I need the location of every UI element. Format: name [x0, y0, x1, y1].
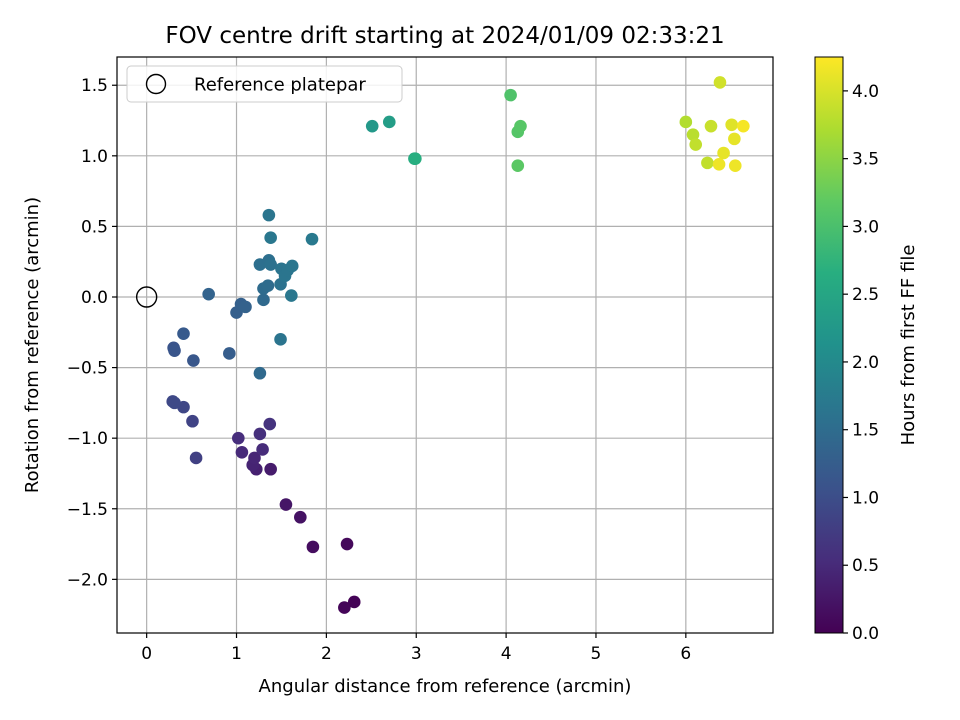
colorbar-tick-label: 2.0	[852, 353, 879, 373]
colorbar: 0.0 0.5 1.0 1.5 2.0 2.5 3.0 3.5 4.0 Hours from f…	[814, 56, 919, 644]
data-point	[712, 157, 726, 171]
colorbar-tick-label: 0.0	[852, 624, 879, 644]
data-point	[306, 540, 320, 554]
x-tick-label: 0	[141, 644, 152, 664]
data-point	[409, 152, 422, 165]
colorbar-label: Hours from first FF file	[898, 245, 919, 446]
data-point	[177, 327, 190, 341]
data-point	[305, 232, 319, 246]
data-point	[187, 354, 200, 367]
data-point	[340, 537, 354, 551]
legend-box	[126, 65, 403, 103]
reference-platepar-marker	[135, 286, 158, 308]
data-point	[168, 344, 181, 357]
legend: Reference platepar	[126, 65, 403, 103]
colorbar-tick-label: 3.0	[852, 217, 879, 237]
colorbar-tick-label: 1.5	[852, 421, 879, 441]
chart-title: FOV centre drift starting at 2024/01/09 …	[165, 23, 724, 49]
data-point	[347, 595, 361, 609]
data-point	[294, 510, 307, 524]
x-tick-label: 6	[680, 644, 691, 664]
data-point	[717, 146, 730, 160]
data-point	[285, 259, 299, 273]
y-tick-label: 0.5	[81, 217, 108, 237]
data-point	[285, 289, 298, 302]
data-point	[365, 119, 379, 133]
data-point	[264, 231, 277, 245]
legend-entry-label: Reference platepar	[194, 75, 366, 96]
data-point	[725, 118, 738, 132]
data-point	[261, 279, 275, 293]
data-point	[186, 414, 199, 428]
data-point	[253, 427, 267, 441]
data-point	[262, 208, 276, 222]
plot-area-frame	[116, 56, 774, 634]
data-point	[514, 119, 527, 133]
data-point	[713, 76, 727, 89]
data-point	[338, 601, 351, 614]
data-point	[256, 443, 269, 456]
data-point	[274, 333, 287, 346]
y-tick-label: −2.0	[67, 570, 108, 590]
data-point	[223, 347, 236, 360]
colorbar-tick-label: 0.5	[852, 556, 879, 576]
data-point	[728, 132, 741, 146]
data-point	[264, 258, 277, 271]
data-points	[166, 76, 750, 614]
data-point	[168, 396, 181, 410]
data-point	[382, 115, 396, 129]
data-point	[253, 366, 267, 380]
data-point	[239, 300, 252, 314]
y-tick-label: 1.0	[81, 147, 108, 167]
data-point	[235, 445, 249, 459]
data-point	[737, 119, 750, 133]
data-point	[679, 115, 693, 129]
data-point	[279, 498, 293, 511]
reference-marker-layer	[135, 286, 158, 308]
data-point	[511, 159, 525, 173]
data-point	[686, 128, 700, 141]
x-tick-label: 2	[321, 644, 332, 664]
y-tick-label: 0.0	[81, 288, 108, 308]
x-axis-label: Angular distance from reference (arcmin)	[259, 676, 632, 697]
y-tick-label: −1.5	[67, 500, 108, 520]
x-tick-label: 4	[501, 644, 512, 664]
x-tick-label: 3	[411, 644, 422, 664]
data-point	[689, 138, 703, 151]
data-point	[263, 417, 277, 431]
colorbar-ticks: 0.0 0.5 1.0 1.5 2.0 2.5 3.0 3.5 4.0	[843, 82, 879, 644]
y-tick-label: −0.5	[67, 359, 108, 379]
colorbar-tick-label: 1.0	[852, 488, 879, 508]
x-tick-label: 5	[591, 644, 602, 664]
y-axis-ticks: 1.5 1.0 0.5 0.0 −0.5 −1.0 −1.5 −2.0	[67, 76, 117, 590]
data-point	[264, 462, 277, 476]
x-tick-label: 1	[231, 644, 242, 664]
data-point	[189, 451, 203, 465]
data-point	[248, 451, 261, 465]
colorbar-tick-label: 4.0	[852, 82, 879, 102]
data-point	[701, 156, 714, 170]
colorbar-tick-label: 2.5	[852, 285, 879, 305]
data-point	[728, 159, 742, 173]
colorbar-gradient	[814, 56, 844, 634]
x-axis-ticks: 0 1 2 3 4 5 6	[141, 633, 691, 664]
grid-lines	[117, 57, 773, 633]
y-axis-label: Rotation from reference (arcmin)	[22, 197, 43, 493]
data-point	[202, 287, 215, 301]
data-point	[232, 431, 245, 445]
legend-reference-marker-icon	[145, 73, 167, 95]
data-point	[704, 119, 718, 133]
y-tick-label: 1.5	[81, 76, 108, 96]
y-tick-label: −1.0	[67, 429, 108, 449]
data-point	[504, 88, 517, 102]
colorbar-tick-label: 3.5	[852, 150, 879, 170]
data-point	[257, 293, 270, 307]
